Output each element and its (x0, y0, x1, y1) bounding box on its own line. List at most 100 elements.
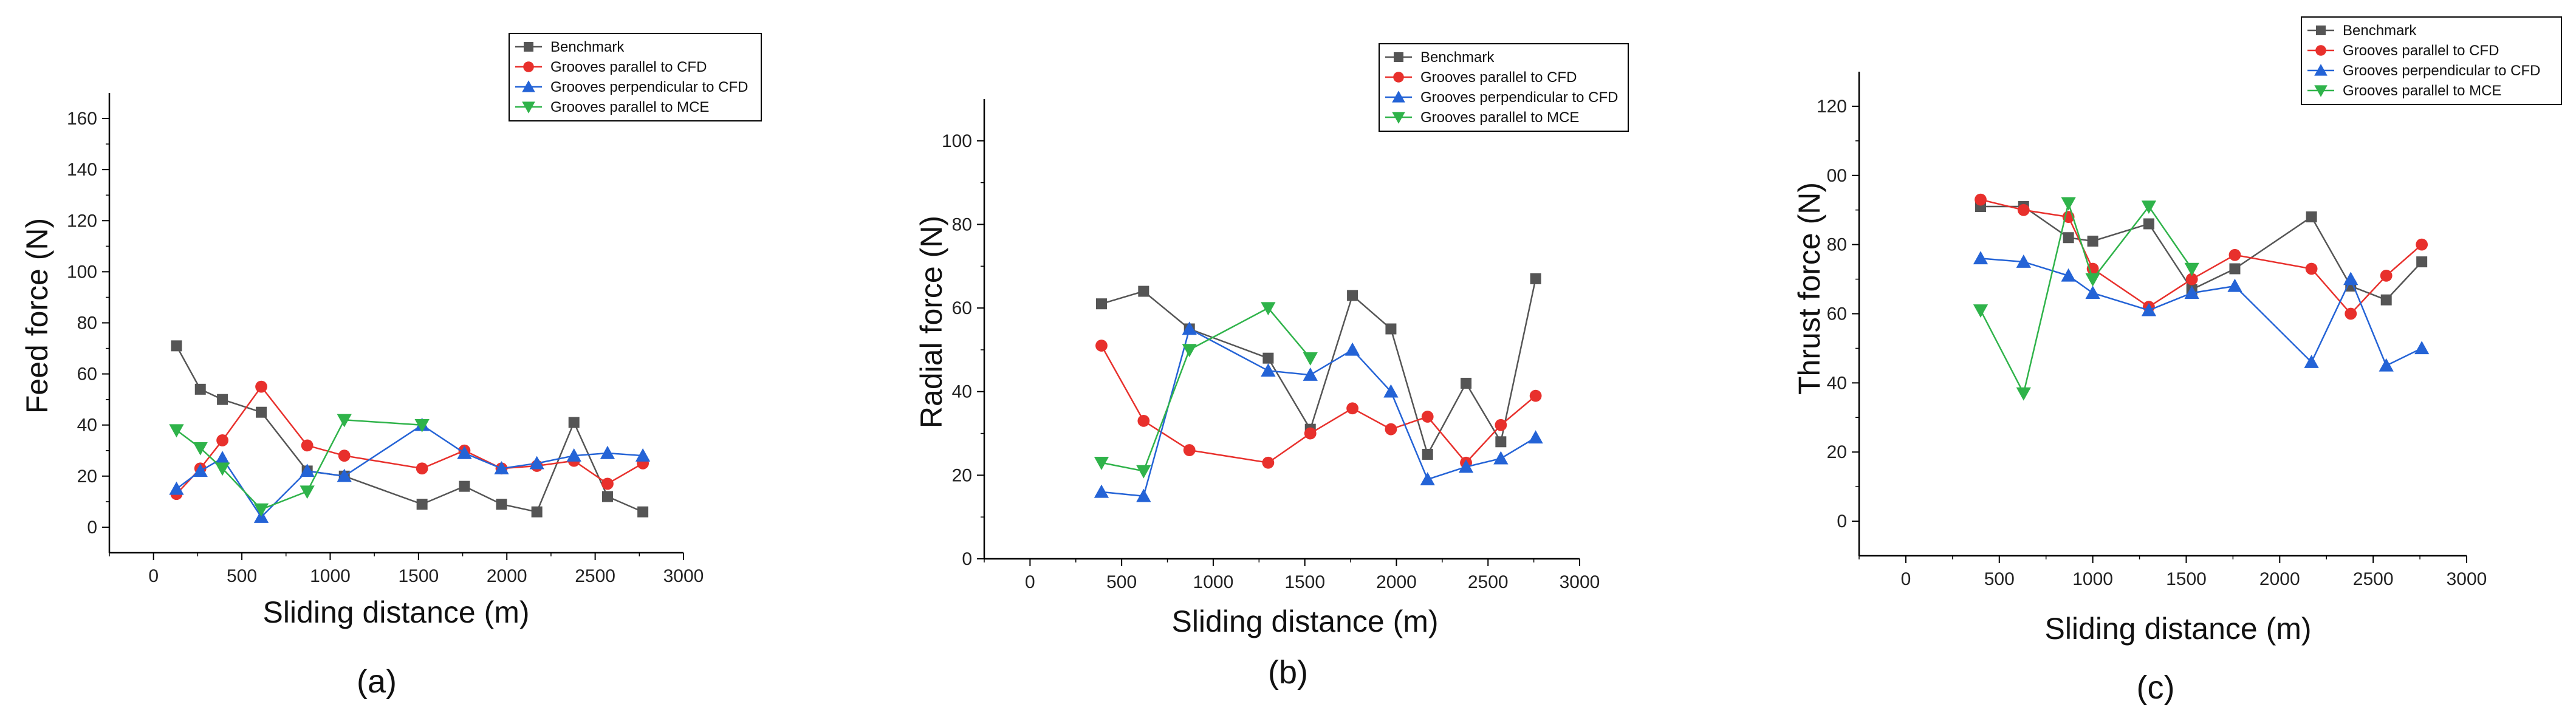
y-tick-label: 80 (952, 214, 972, 234)
legend-label: Grooves parallel to CFD (2343, 43, 2499, 59)
data-point (2063, 232, 2074, 244)
data-point (2306, 211, 2317, 223)
data-point (2380, 294, 2392, 306)
data-point (1262, 456, 1275, 469)
data-point (457, 445, 472, 459)
data-point (1138, 285, 1149, 297)
data-point (2304, 355, 2319, 368)
legend-label: Grooves parallel to MCE (2343, 83, 2501, 99)
legend-label: Grooves parallel to CFD (1420, 69, 1577, 86)
data-point (1095, 340, 1108, 352)
series-triangle-down (1094, 302, 1318, 479)
data-point (1262, 352, 1274, 364)
legend-box (1379, 43, 1629, 132)
data-point (1528, 430, 1543, 444)
legend-box (509, 33, 762, 121)
legend: Benchmark Grooves parallel to CFD Grooves … (1379, 43, 1629, 132)
legend-label: Grooves parallel to MCE (550, 99, 709, 115)
data-point (2229, 263, 2241, 275)
data-point (1095, 298, 1107, 310)
data-point (635, 448, 651, 462)
data-point (338, 449, 351, 462)
data-point (2227, 278, 2242, 292)
data-point (496, 499, 507, 510)
data-point (414, 419, 430, 432)
y-tick-label: 0 (87, 518, 97, 538)
data-point (416, 499, 428, 510)
data-point (171, 340, 182, 352)
y-tick-label: 60 (1827, 304, 1847, 324)
x-tick-label: 3000 (2447, 569, 2487, 589)
y-tick-label: 100 (67, 262, 97, 282)
x-tick-label: 1500 (2166, 569, 2207, 589)
data-point (529, 456, 544, 470)
legend-marker (522, 80, 535, 92)
data-point (214, 451, 230, 465)
data-point (300, 485, 315, 499)
data-point (568, 417, 580, 428)
data-point (1303, 352, 1318, 366)
y-tick-label: 60 (77, 364, 97, 384)
legend-marker (2315, 45, 2326, 56)
y-tick-label: 40 (952, 382, 972, 402)
y-axis-label: Thrust force (N) (1792, 182, 1826, 395)
x-tick-label: 1500 (398, 566, 439, 586)
x-axis-label: Sliding distance (m) (262, 595, 529, 629)
panel-caption: (b) (1268, 654, 1308, 691)
data-point (1347, 290, 1358, 301)
data-point (2379, 358, 2394, 372)
x-tick-label: 500 (1106, 572, 1137, 592)
data-point (1094, 456, 1109, 470)
data-point (1422, 448, 1433, 460)
data-point (2141, 200, 2157, 214)
legend: Benchmark Grooves parallel to CFD Grooves … (2301, 16, 2562, 105)
data-point (2185, 273, 2198, 285)
data-point (637, 506, 649, 518)
data-point (1383, 384, 1399, 398)
panel-caption: (a) (357, 663, 397, 700)
legend-marker (523, 61, 534, 72)
data-point (253, 503, 269, 517)
y-tick-label: 60 (952, 298, 972, 318)
legend-marker (1394, 52, 1403, 62)
data-point (216, 434, 228, 446)
data-point (2143, 218, 2154, 230)
data-point (2416, 256, 2428, 268)
x-tick-label: 0 (148, 566, 159, 586)
legend-label: Grooves perpendicular to CFD (2343, 63, 2540, 79)
data-point (1303, 367, 1318, 381)
y-tick-label: 80 (1827, 235, 1847, 255)
data-point (1529, 389, 1542, 402)
legend-marker (1392, 91, 1405, 103)
data-point (300, 463, 315, 477)
data-point (2016, 254, 2031, 268)
legend-marker (524, 42, 533, 52)
x-axis-label: Sliding distance (m) (1171, 604, 1438, 638)
legend-label: Benchmark (1420, 49, 1495, 66)
data-point (1183, 444, 1196, 456)
data-point (566, 448, 581, 462)
data-point (2380, 269, 2393, 282)
data-point (494, 461, 509, 474)
data-point (217, 394, 228, 405)
y-tick-label: 40 (77, 415, 97, 436)
legend-marker (2316, 26, 2326, 35)
x-tick-label: 2000 (2259, 569, 2300, 589)
data-point (2061, 197, 2076, 211)
data-point (2085, 273, 2100, 287)
data-point (459, 480, 470, 492)
series-triangle-up (1094, 321, 1543, 502)
data-point (601, 491, 613, 502)
legend-label: Grooves parallel to CFD (550, 59, 707, 75)
legend-box (2301, 16, 2562, 105)
legend-label: Grooves perpendicular to CFD (550, 79, 748, 95)
y-tick-label: 20 (1827, 442, 1847, 462)
data-point (255, 380, 267, 393)
legend-label: Benchmark (2343, 22, 2417, 39)
chart-panel-1: 0 500 1000 1500 2000 2500 3000 0 20 40 60 80 100 120 1… (20, 33, 762, 700)
y-tick-label: 20 (77, 466, 97, 487)
x-tick-label: 1000 (1193, 572, 1234, 592)
x-tick-label: 1000 (310, 566, 351, 586)
data-point (2184, 262, 2199, 276)
